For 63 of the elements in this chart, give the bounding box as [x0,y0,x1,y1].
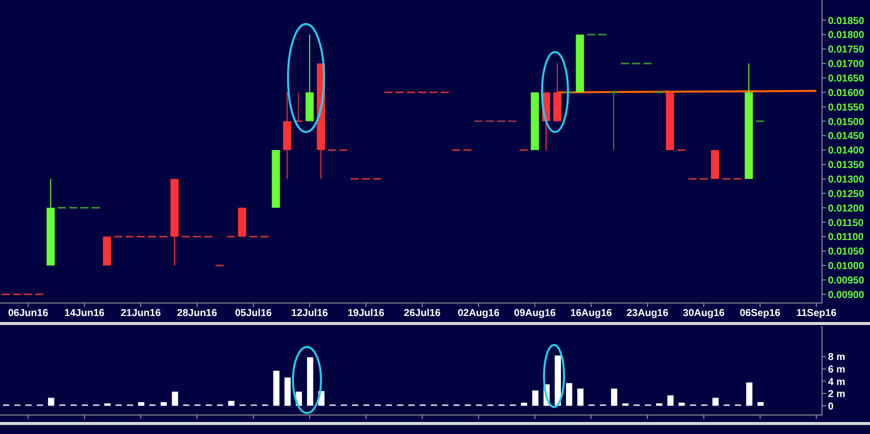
bar [172,392,178,406]
y-tick-label: 0.01400 [828,146,865,157]
bar [667,395,674,406]
x-tick-label: 26Jul16 [404,308,442,320]
bar [273,370,280,406]
x-tick-label: 06Sep16 [740,308,781,320]
candlestick [610,92,618,151]
y-tick-label: 0.01100 [828,232,864,244]
bar [284,378,291,406]
x-tick-label: 19Jul16 [348,308,385,320]
x-tick-label: 12Jul16 [291,308,328,320]
bar [678,402,685,406]
y-tick-label: 0.01000 [828,261,865,272]
bar [554,355,561,406]
y-tick-label: 0.01350 [828,160,865,172]
bar [48,398,54,406]
x-tick-label: 05Jul16 [235,308,272,320]
x-tick-label: 23Aug16 [626,308,669,320]
y-tick-label: 0.01250 [828,188,865,200]
x-tick-label: 16Aug16 [570,308,612,320]
y-tick-label: 0.01450 [828,131,865,142]
y-tick-label: 0.01750 [828,44,865,56]
y-tick-label: 0.01800 [828,30,865,42]
bar [712,398,719,406]
bar [622,403,629,406]
bar [138,402,144,406]
y-tick-label: 2 m [828,389,846,400]
bar [577,388,584,406]
bar [611,388,618,406]
x-tick-label: 30Aug16 [682,308,726,320]
x-tick-label: 11Sep16 [796,308,837,320]
bar [566,383,572,406]
x-tick-label: 21Jun16 [120,308,162,320]
y-tick-label: 0.01050 [828,246,865,258]
y-tick-label: 0.01200 [828,203,865,214]
bar [757,402,764,406]
y-tick-label: 0.01700 [828,59,865,70]
y-tick-label: 0.01650 [828,73,865,84]
y-tick-label: 0 [828,401,834,412]
x-tick-label: 28Jun16 [177,308,218,320]
bar [520,402,528,406]
x-tick-label: 09Aug16 [514,308,556,320]
x-tick-label: 02Aug16 [458,308,500,320]
bar [104,403,111,406]
x-tick-label: 06Jun16 [8,308,49,320]
bar [656,403,662,406]
y-tick-label: 8 m [828,352,846,364]
y-tick-label: 4 m [828,376,846,388]
y-tick-label: 0.00900 [828,290,865,301]
y-tick-label: 0.00950 [828,275,865,286]
y-tick-label: 0.01600 [828,88,865,99]
y-tick-label: 6 m [828,364,846,376]
y-tick-label: 0.01550 [828,102,865,114]
x-tick-label: 14Jun16 [64,308,105,320]
y-tick-label: 0.01500 [828,116,865,128]
bar [746,382,752,406]
bar [532,390,538,406]
bar [160,402,167,406]
bar [228,400,234,406]
bar [307,357,314,406]
y-tick-label: 0.01150 [828,218,864,229]
y-tick-label: 0.01300 [828,174,865,186]
y-tick-label: 0.01850 [828,16,865,27]
